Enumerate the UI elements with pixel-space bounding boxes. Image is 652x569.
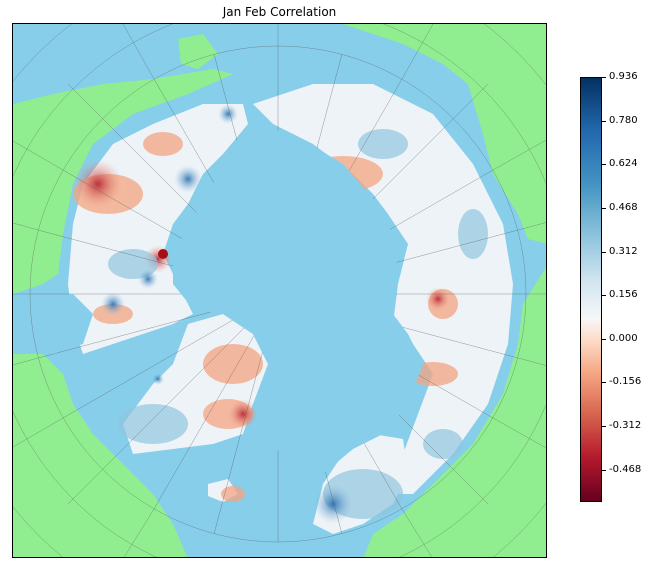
colorbar-tick-label: -0.312 — [609, 420, 642, 431]
colorbar-tick — [602, 208, 606, 209]
colorbar-tick — [602, 426, 606, 427]
colorbar-tick — [602, 252, 606, 253]
colorbar-tick-label: -0.468 — [609, 464, 642, 475]
colorbar-tick-label: 0.000 — [609, 333, 638, 344]
colorbar-tick — [602, 77, 606, 78]
colorbar-tick-label: 0.468 — [609, 202, 638, 213]
colorbar-tick — [602, 121, 606, 122]
colorbar-tick — [602, 295, 606, 296]
colorbar-tick — [602, 470, 606, 471]
arctic-ocean — [173, 124, 423, 489]
colorbar-tick-label: 0.312 — [609, 246, 638, 257]
outer-land — [13, 24, 546, 557]
colorbar-tick-label: -0.156 — [609, 376, 642, 387]
colorbar-tick-label: 0.936 — [609, 71, 638, 82]
colorbar-tick — [602, 339, 606, 340]
polar-map — [12, 23, 547, 558]
colorbar-tick-label: 0.624 — [609, 158, 638, 169]
colorbar — [580, 77, 602, 502]
colorbar-tick — [602, 164, 606, 165]
colorbar-tick-label: 0.780 — [609, 115, 638, 126]
colorbar-tick-label: 0.156 — [609, 289, 638, 300]
data-disk — [30, 46, 526, 542]
colorbar-tick — [602, 382, 606, 383]
map-title: Jan Feb Correlation — [222, 5, 337, 19]
